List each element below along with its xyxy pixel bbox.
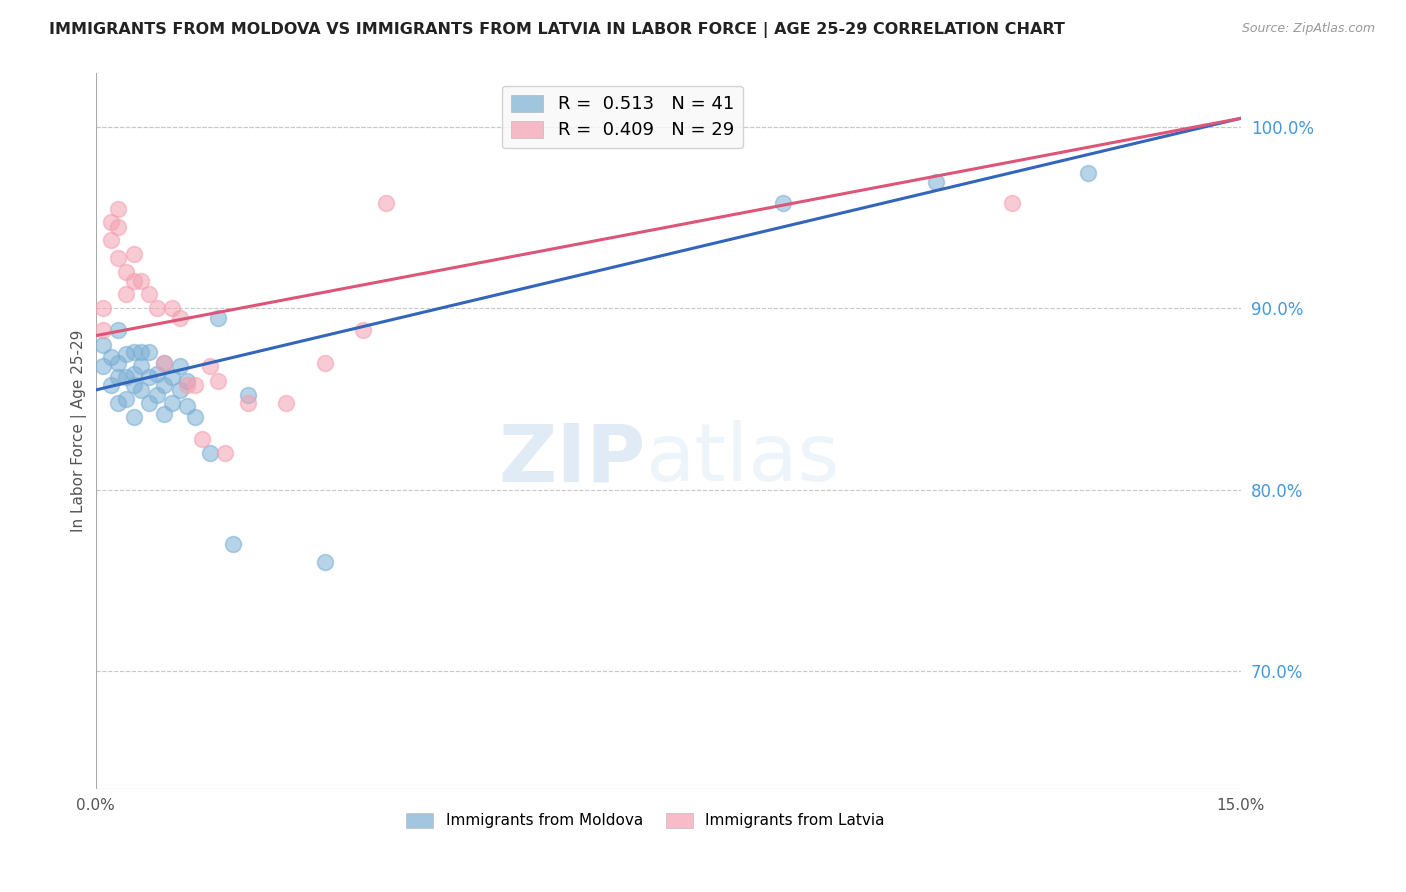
Point xyxy=(107,202,129,216)
Point xyxy=(176,377,198,392)
Point xyxy=(131,359,153,374)
Text: Source: ZipAtlas.com: Source: ZipAtlas.com xyxy=(1241,22,1375,36)
Text: ZIP: ZIP xyxy=(498,420,645,499)
Point xyxy=(107,356,129,370)
Point xyxy=(122,377,145,392)
Point xyxy=(100,233,122,247)
Point xyxy=(145,388,167,402)
Point xyxy=(1077,166,1099,180)
Point xyxy=(214,446,236,460)
Point xyxy=(107,370,129,384)
Point xyxy=(100,351,122,365)
Point xyxy=(176,374,198,388)
Point xyxy=(191,432,214,446)
Point xyxy=(131,274,153,288)
Point xyxy=(138,395,160,409)
Point xyxy=(153,377,176,392)
Point xyxy=(131,345,153,359)
Point xyxy=(207,310,229,325)
Point xyxy=(314,555,336,569)
Point xyxy=(122,345,145,359)
Y-axis label: In Labor Force | Age 25-29: In Labor Force | Age 25-29 xyxy=(72,329,87,532)
Point xyxy=(924,175,946,189)
Text: atlas: atlas xyxy=(645,420,839,499)
Point xyxy=(222,537,245,551)
Point xyxy=(115,347,138,361)
Point xyxy=(374,196,396,211)
Point xyxy=(160,370,183,384)
Point xyxy=(91,359,114,374)
Point xyxy=(198,359,221,374)
Point xyxy=(107,219,129,234)
Point xyxy=(184,410,207,425)
Point xyxy=(1001,196,1024,211)
Point xyxy=(184,377,207,392)
Point xyxy=(115,265,138,279)
Point xyxy=(115,287,138,301)
Point xyxy=(160,301,183,316)
Point xyxy=(91,337,114,351)
Point xyxy=(138,287,160,301)
Point xyxy=(138,370,160,384)
Point xyxy=(153,356,176,370)
Point xyxy=(100,377,122,392)
Point xyxy=(276,395,298,409)
Text: IMMIGRANTS FROM MOLDOVA VS IMMIGRANTS FROM LATVIA IN LABOR FORCE | AGE 25-29 COR: IMMIGRANTS FROM MOLDOVA VS IMMIGRANTS FR… xyxy=(49,22,1066,38)
Point xyxy=(169,359,191,374)
Point xyxy=(115,370,138,384)
Point xyxy=(238,395,260,409)
Point xyxy=(122,410,145,425)
Legend: Immigrants from Moldova, Immigrants from Latvia: Immigrants from Moldova, Immigrants from… xyxy=(399,806,891,835)
Point xyxy=(145,301,167,316)
Point xyxy=(115,392,138,406)
Point xyxy=(153,407,176,421)
Point xyxy=(238,388,260,402)
Point xyxy=(107,323,129,337)
Point xyxy=(207,374,229,388)
Point xyxy=(122,367,145,381)
Point xyxy=(122,274,145,288)
Point xyxy=(91,301,114,316)
Point xyxy=(107,395,129,409)
Point xyxy=(138,345,160,359)
Point xyxy=(100,214,122,228)
Point xyxy=(122,247,145,261)
Point xyxy=(160,395,183,409)
Point xyxy=(176,399,198,413)
Point xyxy=(169,310,191,325)
Point xyxy=(131,383,153,397)
Point xyxy=(145,367,167,381)
Point xyxy=(153,356,176,370)
Point xyxy=(314,356,336,370)
Point xyxy=(169,383,191,397)
Point xyxy=(107,251,129,265)
Point xyxy=(91,323,114,337)
Point xyxy=(772,196,794,211)
Point xyxy=(352,323,374,337)
Point xyxy=(198,446,221,460)
